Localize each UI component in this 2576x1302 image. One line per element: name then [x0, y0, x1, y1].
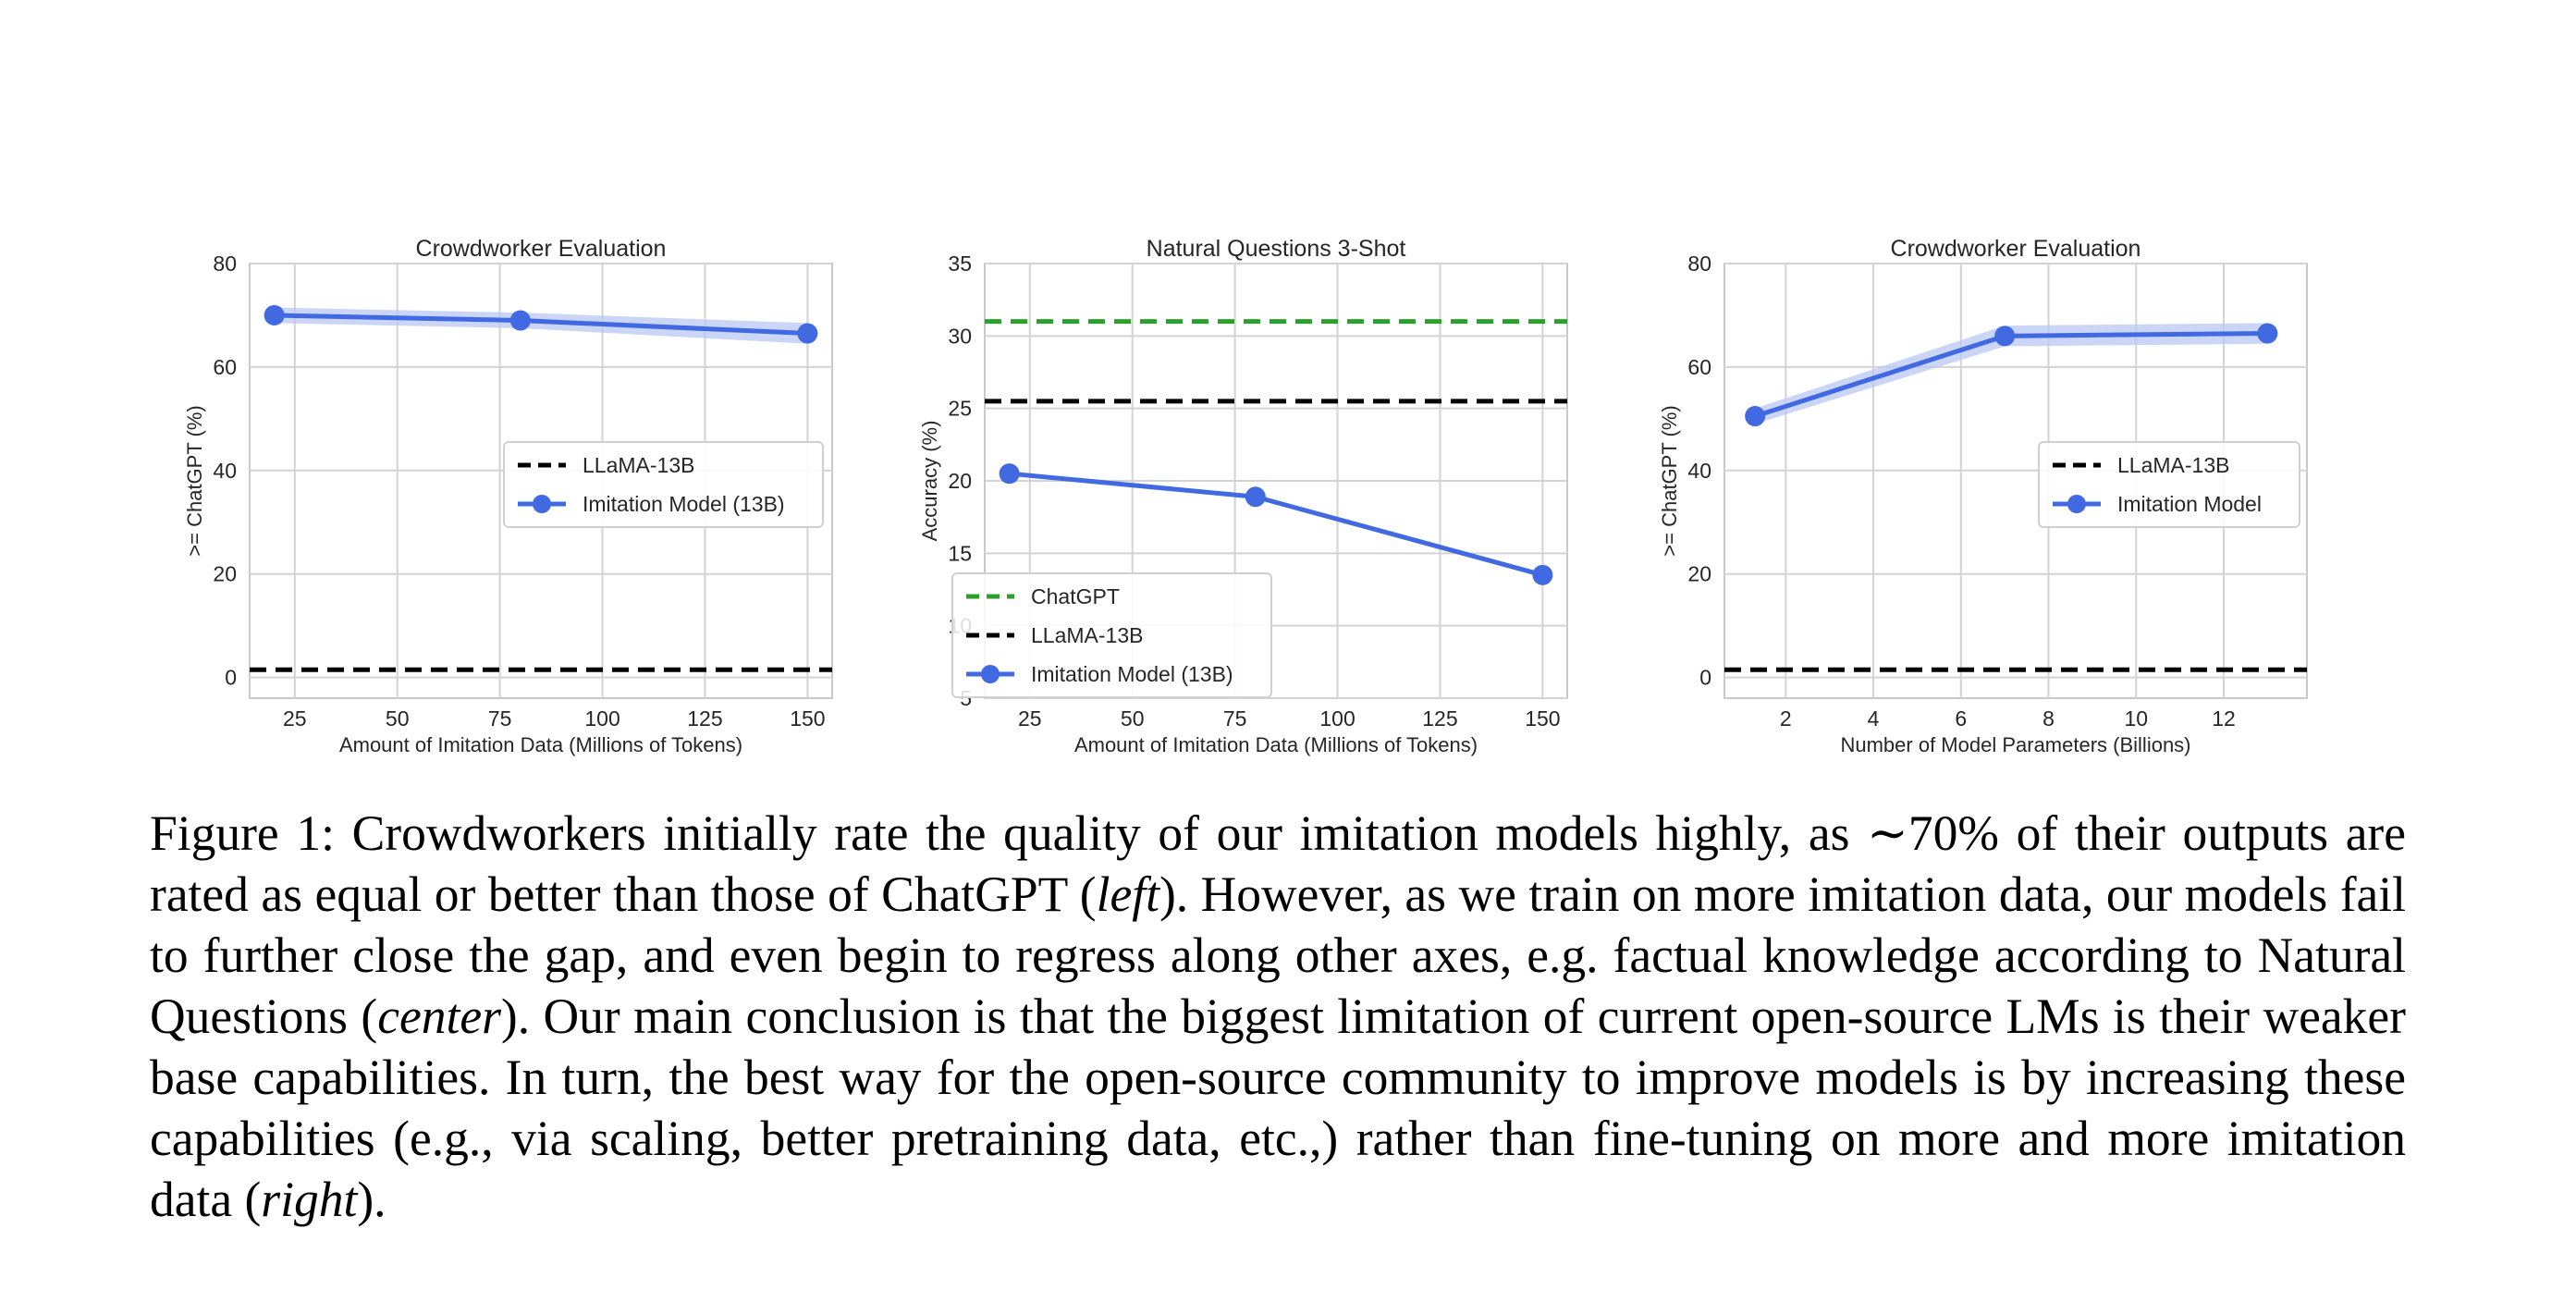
- y-tick-label: 35: [948, 252, 972, 276]
- y-tick-label: 15: [948, 541, 972, 565]
- caption-left-emph: left: [1096, 866, 1159, 922]
- x-axis-label: Amount of Imitation Data (Millions of To…: [339, 733, 742, 756]
- x-tick-label: 4: [1868, 706, 1880, 731]
- y-tick-label: 0: [1699, 666, 1711, 690]
- x-tick-label: 8: [2042, 706, 2055, 731]
- caption-center-emph: center: [377, 989, 501, 1044]
- y-tick-label: 20: [213, 562, 237, 586]
- x-tick-label: 10: [2124, 706, 2148, 731]
- y-axis-label: >= ChatGPT (%): [1658, 405, 1681, 556]
- data-point: [1745, 406, 1766, 427]
- chart-title: Crowdworker Evaluation: [1891, 236, 2141, 262]
- legend-imitation-model-13b-label: Imitation Model (13B): [1031, 662, 1233, 686]
- x-tick-label: 2: [1780, 706, 1792, 731]
- chart-natural-questions: 2550751001251505101520253035Natural Ques…: [918, 236, 1568, 756]
- legend-box: [503, 441, 824, 528]
- x-tick-label: 100: [1319, 706, 1355, 731]
- legend-imitation-model-marker: [2067, 495, 2086, 513]
- y-tick-label: 40: [213, 459, 237, 483]
- y-axis-label: Accuracy (%): [918, 421, 941, 542]
- legend-imitation-model-label: Imitation Model: [2117, 492, 2262, 516]
- x-tick-label: 150: [1525, 706, 1560, 731]
- caption-text: Figure 1: Crowdworkers initially rate th…: [150, 805, 2406, 922]
- chart-crowdworker-params: 2 4 6 8 10 12 0 20 40 60 80 Crowdworker Evaluation N…: [1658, 236, 2308, 756]
- x-tick-label: 25: [283, 706, 307, 731]
- legend-imitation-model-13b-label: Imitation Model (13B): [583, 492, 785, 516]
- legend-imitation-model-13b-marker: [981, 665, 1000, 683]
- data-point: [509, 310, 531, 331]
- chart-title: Crowdworker Evaluation: [416, 236, 667, 262]
- x-axis-label: Amount of Imitation Data (Millions of To…: [1074, 733, 1478, 756]
- x-tick-label: 125: [1422, 706, 1457, 731]
- legend: LLaMA-13B Imitation Model (13B): [503, 441, 824, 528]
- legend-llama-13b-label: LLaMA-13B: [1031, 623, 1143, 647]
- x-tick-label: 100: [584, 706, 619, 731]
- chart-crowdworker-data: 25 50 75 100 125 150 0 20 40 60 80 Crowdworker Eval…: [183, 236, 833, 756]
- data-point: [1245, 486, 1266, 508]
- caption-text: ). Our main conclusion is that the bigge…: [150, 989, 2406, 1227]
- legend-llama-13b-label: LLaMA-13B: [2117, 453, 2229, 477]
- data-point: [1994, 326, 2016, 347]
- legend: ChatGPT LLaMA-13B Imitation Model (13B): [951, 572, 1272, 698]
- x-tick-label: 150: [790, 706, 825, 731]
- caption-right-emph: right: [261, 1172, 358, 1227]
- data-point: [264, 304, 285, 326]
- y-tick-label: 0: [225, 666, 237, 690]
- figure-row: 25 50 75 100 125 150 0 20 40 60 80 Crowdworker Eval…: [183, 236, 2308, 756]
- x-tick-label: 125: [687, 706, 722, 731]
- legend-box: [951, 572, 1272, 698]
- x-tick-label: 50: [1121, 706, 1145, 731]
- x-tick-label: 75: [488, 706, 512, 731]
- chart-title: Natural Questions 3-Shot: [1147, 236, 1406, 262]
- y-tick-label: 30: [948, 324, 972, 348]
- x-tick-label: 25: [1018, 706, 1042, 731]
- y-tick-label: 20: [1687, 562, 1711, 586]
- y-tick-label: 60: [1687, 355, 1711, 379]
- x-tick-label: 6: [1955, 706, 1967, 731]
- figure-caption: Figure 1: Crowdworkers initially rate th…: [150, 803, 2406, 1230]
- y-tick-label: 25: [948, 397, 972, 421]
- y-tick-label: 20: [948, 469, 972, 493]
- legend-chatgpt-label: ChatGPT: [1031, 584, 1120, 608]
- caption-text: ).: [357, 1172, 386, 1227]
- y-tick-label: 80: [213, 252, 237, 276]
- data-point: [797, 323, 818, 344]
- legend-llama-13b-label: LLaMA-13B: [583, 453, 694, 477]
- y-tick-label: 40: [1687, 459, 1711, 483]
- legend: LLaMA-13B Imitation Model: [2038, 441, 2300, 528]
- x-tick-label: 12: [2212, 706, 2236, 731]
- y-axis-label: >= ChatGPT (%): [183, 405, 206, 556]
- data-point: [2257, 323, 2278, 344]
- y-tick-label: 60: [213, 355, 237, 379]
- x-axis-label: Number of Model Parameters (Billions): [1840, 733, 2190, 756]
- data-point: [1532, 564, 1553, 585]
- caption-text: ). However, as we train on more imitatio…: [150, 866, 2406, 1044]
- x-tick-label: 75: [1223, 706, 1247, 731]
- y-tick-label: 80: [1687, 252, 1711, 276]
- legend-imitation-model-13b-marker: [533, 495, 551, 513]
- x-tick-label: 50: [386, 706, 410, 731]
- legend-box: [2038, 441, 2300, 528]
- data-point: [999, 463, 1020, 485]
